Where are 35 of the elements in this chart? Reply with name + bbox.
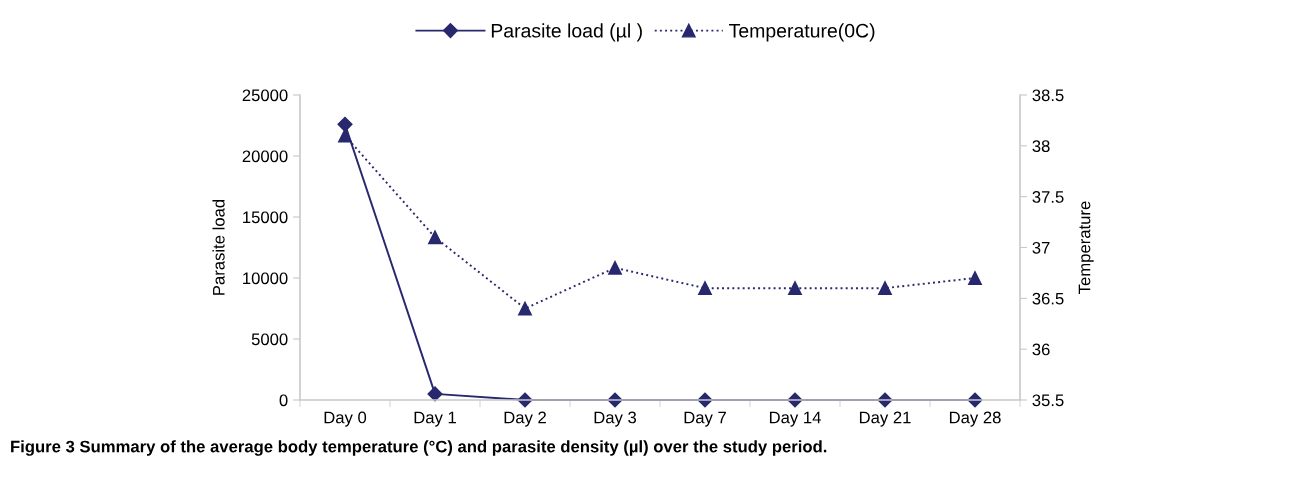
point — [338, 128, 352, 143]
y2-tick-label: 35.5 — [1032, 394, 1064, 407]
y2-tick-label: 36.5 — [1032, 292, 1064, 305]
x-tick-label: Day 28 — [949, 411, 1001, 427]
point — [518, 301, 532, 316]
x-tick-label: Day 3 — [594, 411, 637, 427]
point — [968, 271, 982, 285]
x-tick-label: Day 1 — [414, 411, 456, 427]
y-tick-label: 25000 — [242, 89, 288, 102]
y2-tick-label: 38.5 — [1032, 89, 1064, 102]
y2-tick-label: 36 — [1032, 343, 1050, 356]
x-tick-label: Day 14 — [769, 411, 821, 427]
point — [698, 281, 712, 296]
legend-label: Temperature(0C) — [729, 23, 875, 42]
y-tick-label: 10000 — [243, 272, 288, 285]
y2-tick-label: 37 — [1032, 241, 1050, 254]
point — [788, 281, 802, 296]
y2-axis-title: Temperature — [1078, 201, 1094, 294]
x-tick-label: Day 2 — [504, 411, 546, 427]
y-tick-label: 15000 — [243, 211, 288, 224]
x-tick-label: Day 7 — [684, 411, 726, 427]
point — [608, 260, 622, 275]
y2-tick-label: 37.5 — [1032, 191, 1064, 203]
x-tick-label: Day 21 — [859, 411, 911, 427]
x-tick-label: Day 0 — [324, 411, 367, 427]
point — [878, 281, 892, 296]
y-tick-label: 5000 — [251, 333, 288, 346]
legend-label: Parasite load (µl ) — [491, 23, 642, 42]
point — [337, 116, 353, 132]
y2-tick-label: 38 — [1032, 140, 1050, 153]
point — [428, 230, 442, 245]
y-tick-label: 0 — [279, 394, 288, 407]
caption: Figure 3 Summary of the average body temperature (°C) and parasite density (µl) over the study period. — [11, 440, 827, 456]
y-tick-label: 20000 — [242, 150, 288, 163]
y-axis-title: Parasite load — [212, 199, 225, 295]
